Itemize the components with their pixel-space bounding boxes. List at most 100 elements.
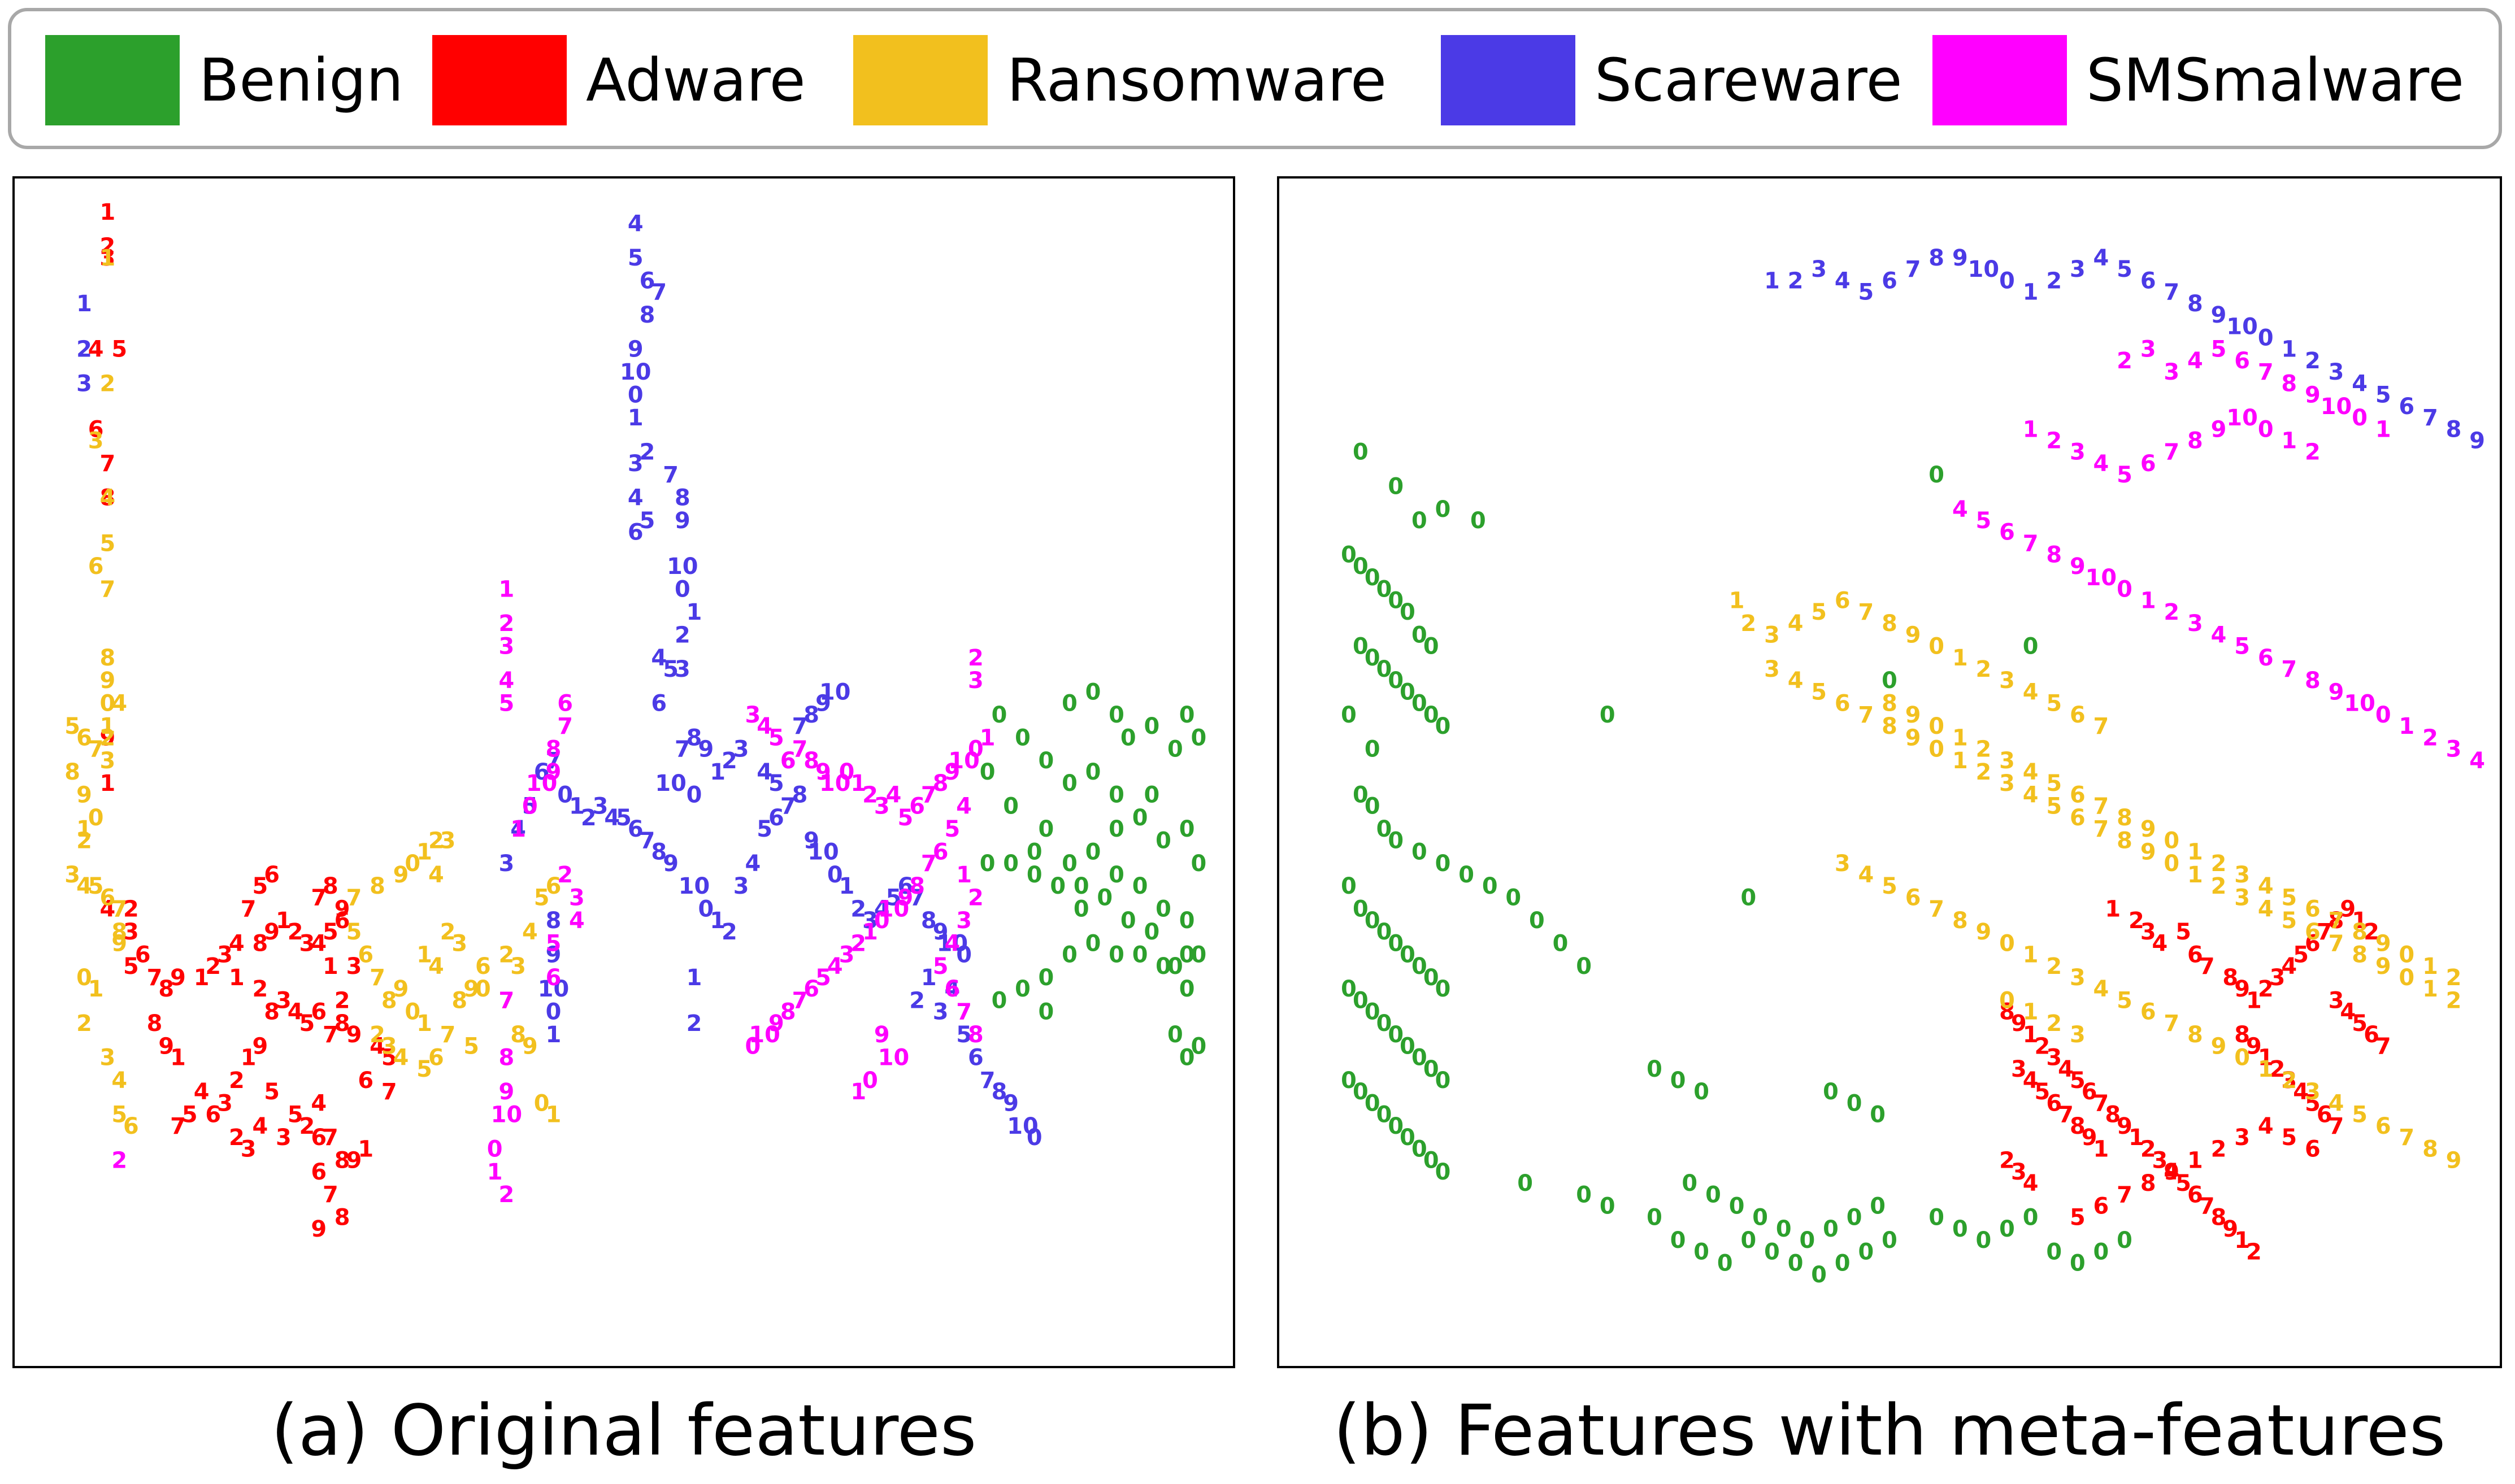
point-smsmalware: 0 — [2375, 702, 2391, 728]
point-benign: 0 — [1388, 668, 1404, 694]
point-adware: 9 — [158, 1033, 174, 1059]
point-smsmalware: 9 — [2070, 554, 2086, 580]
point-benign: 0 — [1976, 1228, 1992, 1254]
legend-item-scareware: Scareware — [1441, 33, 1902, 128]
point-scareware: 5 — [757, 816, 772, 842]
point-benign: 0 — [1823, 1079, 1839, 1105]
point-scareware: 8 — [546, 908, 562, 934]
point-benign: 0 — [1823, 1216, 1839, 1242]
point-smsmalware: 10 — [878, 897, 909, 922]
point-ransomware: 9 — [1905, 702, 1921, 728]
point-smsmalware: 1 — [2023, 416, 2039, 442]
point-ransomware: 5 — [2352, 1102, 2368, 1128]
point-ransomware: 0 — [534, 1090, 550, 1116]
point-smsmalware: 9 — [874, 1022, 890, 1048]
point-smsmalware: 3 — [968, 668, 984, 694]
point-scareware: 2 — [850, 897, 866, 922]
point-adware: 3 — [2281, 1068, 2297, 1094]
point-benign: 0 — [992, 702, 1007, 728]
point-adware: 4 — [194, 1079, 210, 1105]
point-adware: 8 — [335, 1148, 350, 1174]
point-ransomware: 5 — [2281, 908, 2297, 934]
point-ransomware: 3 — [88, 428, 104, 454]
point-ransomware: 2 — [2281, 1068, 2297, 1094]
point-adware: 6 — [2305, 1136, 2321, 1162]
point-adware: 5 — [182, 1102, 198, 1128]
legend-swatch-ransomware — [853, 35, 988, 125]
point-adware: 8 — [335, 1205, 350, 1231]
point-benign: 0 — [1999, 1216, 2015, 1242]
point-adware: 1 — [2352, 908, 2368, 934]
point-adware: 4 — [311, 1090, 327, 1116]
point-adware: 8 — [264, 999, 280, 1025]
point-ransomware: 9 — [1976, 919, 1992, 945]
point-ransomware: 8 — [510, 1022, 526, 1048]
point-ransomware: 0 — [2234, 1045, 2250, 1071]
point-benign: 0 — [1156, 954, 1171, 980]
point-benign: 0 — [1376, 576, 1392, 602]
point-smsmalware: 5 — [546, 930, 562, 956]
series-scareware: 1 2 3 4 5 6 7 8 9 10 0 1 2 3 4 5 6 7 8 9 10 0 1 2 3 4 5 6 7 8 9 — [1764, 245, 2485, 454]
point-adware: 7 — [2317, 919, 2332, 945]
point-ransomware: 6 — [2375, 1113, 2391, 1139]
point-ransomware: 5 — [2046, 794, 2062, 820]
point-smsmalware: 8 — [2046, 542, 2062, 568]
point-ransomware: 4 — [100, 485, 116, 511]
point-scareware: 1 — [839, 873, 855, 899]
point-adware: 3 — [2270, 965, 2286, 991]
point-smsmalware: 7 — [921, 851, 937, 877]
point-benign: 0 — [1835, 1251, 1851, 1277]
point-adware: 5 — [2281, 1125, 2297, 1151]
point-benign: 0 — [1191, 1033, 1207, 1059]
point-scareware: 6 — [968, 1045, 984, 1071]
point-scareware: 4 — [944, 976, 960, 1002]
point-adware: 6 — [88, 416, 104, 442]
point-scareware: 10 — [538, 976, 569, 1002]
point-smsmalware: 3 — [499, 634, 515, 660]
caption-meta-features: (b) Features with meta-features — [1333, 1390, 2446, 1472]
point-scareware: 2 — [687, 1011, 702, 1037]
point-ransomware: 7 — [100, 576, 116, 602]
point-scareware: 1 — [2281, 337, 2297, 363]
point-adware: 8 — [2234, 1022, 2250, 1048]
point-smsmalware: 7 — [2164, 439, 2179, 465]
point-scareware: 7 — [2164, 280, 2179, 306]
point-scareware: 0 — [557, 782, 573, 808]
point-benign: 0 — [1693, 1079, 1709, 1105]
point-scareware: 10 — [1968, 256, 1999, 282]
point-benign: 0 — [1858, 1239, 1874, 1265]
point-adware: 1 — [358, 1136, 373, 1162]
point-benign: 0 — [1388, 1022, 1404, 1048]
point-benign: 0 — [1376, 816, 1392, 842]
point-scareware: 8 — [1928, 245, 1944, 271]
point-smsmalware: 8 — [780, 999, 796, 1025]
point-adware: 1 — [2246, 987, 2262, 1013]
point-ransomware: 6 — [1835, 588, 1851, 614]
point-smsmalware: 6 — [909, 794, 925, 820]
point-smsmalware: 8 — [499, 1045, 515, 1071]
point-smsmalware: 2 — [2046, 428, 2062, 454]
point-scareware: 4 — [745, 851, 761, 877]
point-smsmalware: 2 — [968, 645, 984, 671]
point-scareware: 7 — [792, 713, 808, 739]
point-scareware: 6 — [628, 519, 644, 545]
point-benign: 0 — [1740, 1228, 1756, 1254]
point-scareware: 1 — [2023, 280, 2039, 306]
point-adware: 5 — [2035, 1079, 2051, 1105]
point-smsmalware: 1 — [956, 862, 972, 888]
point-adware: 1 — [100, 199, 116, 225]
point-adware: 2 — [2035, 1033, 2051, 1059]
point-adware: 5 — [2070, 1068, 2086, 1094]
point-ransomware: 2 — [370, 1022, 385, 1048]
point-adware: 5 — [111, 337, 127, 363]
point-smsmalware: 1 — [2281, 428, 2297, 454]
point-smsmalware: 9 — [2211, 416, 2227, 442]
point-benign: 0 — [1647, 1056, 1662, 1082]
point-adware: 6 — [2093, 1193, 2109, 1219]
point-scareware: 1 — [569, 794, 585, 820]
point-ransomware: 6 — [123, 1113, 139, 1139]
point-adware: 4 — [311, 930, 327, 956]
point-ransomware: 3 — [1835, 851, 1851, 877]
